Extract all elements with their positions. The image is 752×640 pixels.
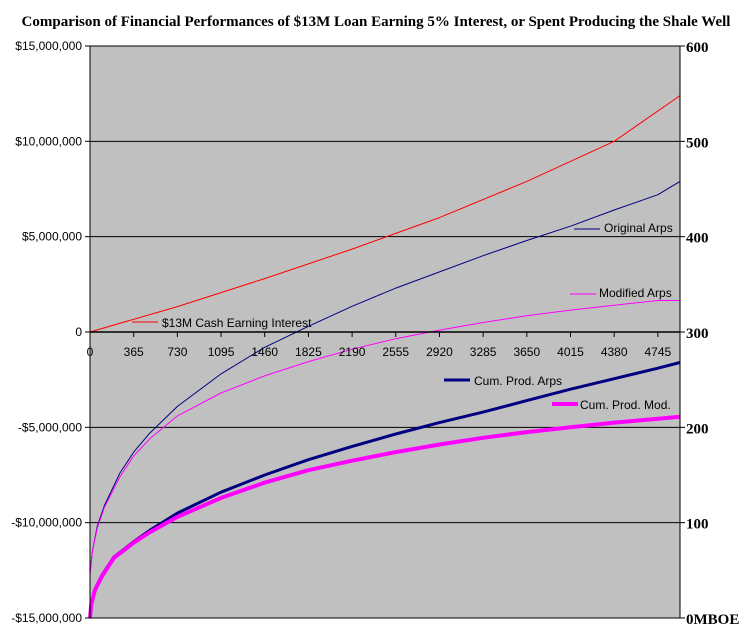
y2-tick-label: 100 [686,517,709,533]
x-tick-label: 2555 [382,345,409,359]
y-tick-label: -$10,000,000 [11,516,82,530]
y2-tick-label: 0MBOE [686,612,739,628]
series-line-cum-prod-mod [88,414,681,619]
y-tick-label: -$5,000,000 [18,420,82,434]
x-tick-label: 1460 [251,345,278,359]
x-tick-label: 1825 [295,345,322,359]
y2-tick-label: 300 [686,326,709,342]
series-line-original-arps [89,180,681,575]
series-layer [88,95,681,619]
x-tick-label: 4380 [601,345,628,359]
y2-tick-label: 400 [686,231,709,247]
x-tick-label: 0 [87,345,94,359]
legend-label-13m-cash-earning-interest: $13M Cash Earning Interest [162,316,312,330]
x-tick-label: 730 [167,345,187,359]
y2-tick-label: 500 [686,135,709,151]
y-tick-label: $10,000,000 [15,134,82,148]
y2-tick-label: 200 [686,421,709,437]
legend-label-original-arps: Original Arps [604,221,673,235]
y-tick-label: $15,000,000 [15,39,82,53]
x-tick-label: 4745 [645,345,672,359]
x-tick-label: 2920 [426,345,453,359]
y-tick-label: 0 [75,325,82,339]
series-line-modified-arps [89,300,680,575]
y-tick-label: $5,000,000 [22,230,82,244]
axes: -$15,000,000 -$10,000,000 -$5,000,000 0 $5,0… [11,39,739,628]
x-tick-label: 2190 [339,345,366,359]
legend-label-cum-prod-mod: Cum. Prod. Mod. [580,398,671,412]
x-tick-label: 365 [124,345,144,359]
chart-title: Comparison of Financial Performances of … [22,14,731,30]
x-tick-label: 3285 [470,345,497,359]
y2-tick-label: 600 [686,40,709,56]
x-tick-label: 1095 [208,345,235,359]
legend: $13M Cash Earning Interest Original Arps M… [132,221,673,412]
x-tick-label: 4015 [557,345,584,359]
x-tick-label: 3650 [513,345,540,359]
legend-label-cum-prod-arps: Cum. Prod. Arps [474,374,562,388]
series-line-13m-cash-earning-interest [89,95,681,333]
y-tick-label: -$15,000,000 [11,611,82,625]
legend-label-modified-arps: Modified Arps [599,286,672,300]
